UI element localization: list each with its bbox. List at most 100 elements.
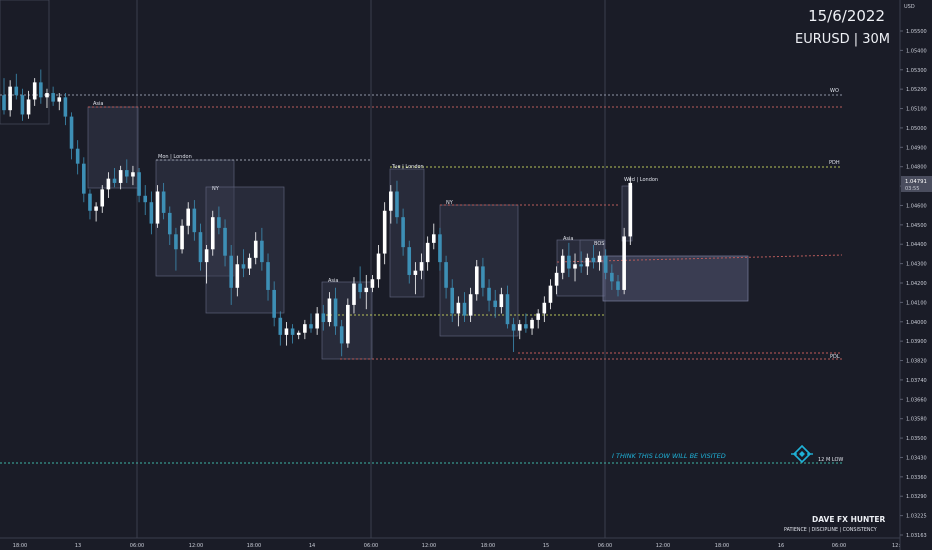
time-tick-label: 15 [543,543,549,549]
session-label-wed-london: Wed | London [624,177,658,183]
session-label-ny-1: NY [212,186,220,192]
candle-body [51,93,55,102]
candle-body [591,257,596,263]
candle-body [39,82,43,98]
session-box-london-2 [389,168,425,298]
level-label-wo: WO [830,88,839,94]
candle-body [395,191,399,218]
candle-body [210,217,215,250]
candle-body [192,208,197,233]
candle-body [161,191,166,213]
level-label-pdh: PDH [829,160,840,166]
candle-body [352,283,356,305]
session-label-ny-2: NY [446,200,454,206]
time-tick-label: 06:00 [364,543,378,549]
session-label-bos: BOS [594,241,604,247]
candle-body [198,232,203,263]
session-labels: Asia Mon | London NY Tue | London NY Asi… [93,101,658,284]
candle-body [272,289,276,318]
candle-body [186,208,190,226]
candle-body [106,178,111,190]
candle-body [278,317,283,335]
candle-body [20,95,25,115]
candle-body [137,172,141,196]
candle-body [174,234,178,250]
candle-body [554,272,559,286]
candle-body [69,116,74,149]
candle-body [229,255,233,288]
candle-body [167,212,172,235]
candle-body [567,255,571,269]
candle-body [474,266,479,295]
candle-body [217,217,221,228]
price-tick-label: 1.04100 [906,300,927,306]
candle-body [487,287,491,301]
price-tick-label: 1.04000 [906,320,927,326]
level-label-pdl: PDL [830,354,840,360]
session-box-asia-1 [87,106,139,189]
time-tick-label: 06:00 [832,543,846,549]
time-tick-label: 14 [309,543,315,549]
price-tick-label: 1.03820 [906,359,927,365]
price-tick-label: 1.05000 [906,126,927,132]
candle-body [370,279,375,288]
session-label-asia-3: Asia [563,236,573,242]
candle-body [346,304,350,344]
candle-body [432,234,436,243]
candle-body [296,332,301,335]
price-tick-label: 1.03360 [906,475,927,481]
candle-body [284,328,289,335]
candle-body [603,255,608,273]
candle-body [456,302,461,314]
price-tick-label: 1.03225 [906,514,927,520]
candle-body [573,264,577,269]
candle-body [327,298,332,323]
candle-body [628,182,633,237]
time-tick-label: 18:00 [247,543,261,549]
time-tick-label: 06:00 [130,543,144,549]
candle-body [180,225,184,250]
candle-body [548,285,553,303]
candle-body [143,195,148,203]
candle-body [235,264,240,288]
price-tick-label: 1.04300 [906,262,927,268]
chart-symbol: EURUSD | 30M [795,32,890,47]
candle-body [450,287,455,314]
price-tick-label: 1.05500 [906,29,927,35]
level-lines [0,94,843,464]
price-tick-label: 1.04400 [906,242,927,248]
price-tick-label: 1.04200 [906,281,927,287]
session-label-mon-london: Mon | London [158,154,192,160]
candle-body [131,172,135,177]
candle-body [315,313,319,329]
candle-body [155,191,160,224]
candle-body [530,319,534,329]
time-tick-label: 18:00 [715,543,729,549]
candle-body [616,281,620,290]
price-tick-label: 1.03740 [906,378,927,384]
candle-body [358,283,362,293]
price-tick-label: 1.03900 [906,339,927,345]
candle-body [100,189,105,207]
candle-body [462,302,467,316]
time-tick-label: 12:00 [189,543,203,549]
candle-body [88,193,92,211]
time-axis-ticks: 18:00 13 06:00 12:00 18:00 14 06:00 12:00 18:00 1… [13,543,901,549]
candle-body [204,249,209,263]
time-tick-label: 18:00 [13,543,27,549]
price-tick-label: 1.04900 [906,145,927,151]
candle-body [438,234,442,263]
time-tick-label: 12:00 [656,543,670,549]
crosshair-target-icon [791,444,813,464]
candle-body [253,240,258,258]
candle-body [75,148,80,164]
candle-body [560,255,565,273]
price-tick-label: 1.03500 [906,436,927,442]
candle-body [45,93,49,98]
candle-body [149,202,154,224]
candle-body [407,247,412,275]
svg-text:1.04791: 1.04791 [905,179,927,185]
candle-body [468,294,473,316]
